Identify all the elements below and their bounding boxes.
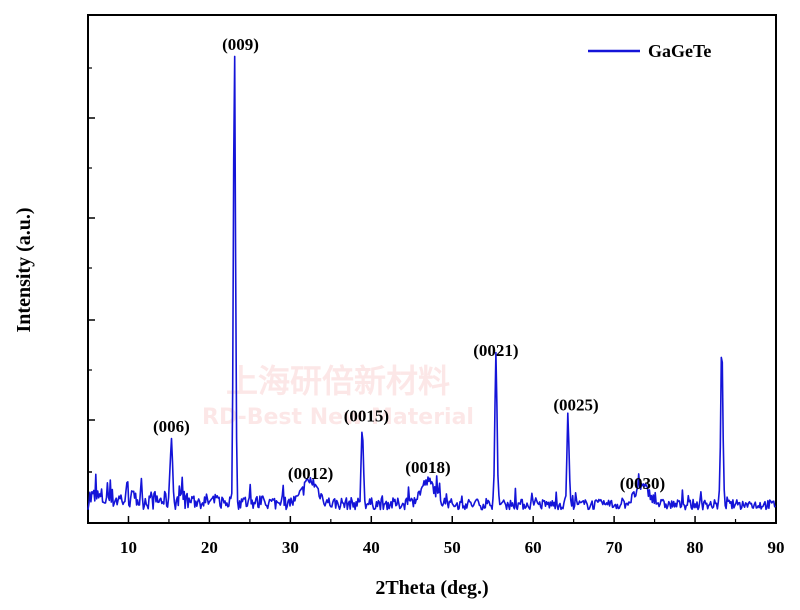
peak-label: (0025) [553, 395, 598, 414]
x-tick-label: 80 [687, 538, 704, 557]
x-tick-label: 60 [525, 538, 542, 557]
y-axis-title: Intensity (a.u.) [13, 207, 35, 332]
x-axis-title: 2Theta (deg.) [375, 577, 488, 599]
peak-label: (009) [222, 35, 259, 54]
peak-label: (0018) [405, 458, 450, 477]
watermark: 上海研倍新材料 RD-Best New Material [202, 362, 474, 430]
x-tick-label: 40 [363, 538, 380, 557]
legend: GaGeTe [588, 41, 711, 61]
x-axis-ticks [87, 516, 777, 523]
x-tick-label: 90 [768, 538, 785, 557]
x-tick-label: 30 [282, 538, 299, 557]
y-axis-ticks [88, 67, 95, 473]
plot-frame [87, 14, 777, 524]
x-tick-label: 20 [201, 538, 218, 557]
peak-label: (006) [153, 417, 190, 436]
peak-label: (0030) [620, 474, 665, 493]
peak-labels: (006) (009) (0012) (0015) (0018) (0021) (0025)… [153, 35, 665, 493]
legend-label-gagete: GaGeTe [648, 41, 711, 61]
watermark-cn: 上海研倍新材料 [226, 362, 450, 400]
peak-label: (0015) [344, 406, 389, 425]
x-tick-label: 50 [444, 538, 461, 557]
spectrum-line [87, 55, 777, 511]
x-axis-tick-labels: 10 20 30 40 50 60 70 80 90 [120, 538, 785, 557]
peak-label: (0021) [473, 341, 518, 360]
watermark-en: RD-Best New Material [202, 405, 474, 430]
peak-label: (0012) [288, 464, 333, 483]
x-tick-label: 70 [606, 538, 623, 557]
x-tick-label: 10 [120, 538, 137, 557]
